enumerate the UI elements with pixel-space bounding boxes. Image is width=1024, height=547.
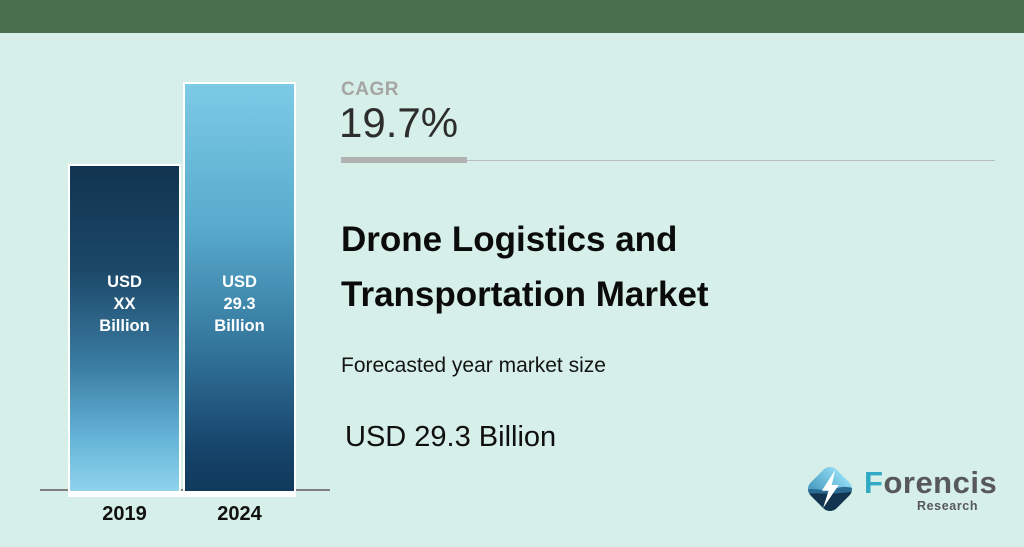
bar-2024-value-line2: 29.3: [223, 295, 256, 313]
brand-name: Forencis: [864, 465, 997, 501]
bar-2019-value-label: USD XX Billion: [68, 271, 181, 337]
cagr-divider-thick: [341, 157, 467, 163]
x-axis-label-2024: 2024: [217, 503, 262, 525]
bar-2024-value-label: USD 29.3 Billion: [183, 271, 296, 337]
brand-subtitle: Research: [917, 499, 979, 513]
chart-baseline-underlay: [68, 491, 296, 497]
bar-2024-value-line3: Billion: [214, 317, 265, 335]
brand-name-rest: orencis: [883, 465, 998, 500]
forecast-subtitle: Forecasted year market size: [341, 354, 606, 377]
forencis-logo-icon: [804, 467, 856, 515]
bar-2019-value-line1: USD: [107, 273, 142, 291]
bar-2024: [183, 82, 296, 491]
top-accent-bar: [0, 0, 1024, 33]
x-axis-label-2019: 2019: [102, 503, 147, 525]
bar-2019-value-line2: XX: [113, 295, 136, 313]
bar-2019-value-line3: Billion: [99, 317, 150, 335]
market-size-value: USD 29.3 Billion: [345, 421, 557, 453]
report-title: Drone Logistics and Transportation Marke…: [341, 220, 709, 314]
cagr-value: 19.7%: [339, 99, 459, 146]
cagr-label: CAGR: [341, 79, 399, 100]
brand-name-initial: F: [864, 465, 884, 500]
cagr-divider-thin: [341, 160, 995, 161]
bar-2019: [68, 164, 181, 491]
bar-2024-value-line1: USD: [222, 273, 257, 291]
